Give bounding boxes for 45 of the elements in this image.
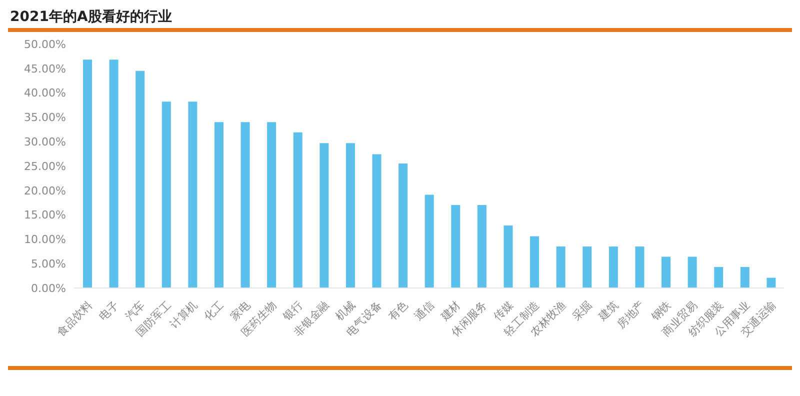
x-tick-label: 采掘 bbox=[570, 298, 595, 324]
bar bbox=[136, 70, 145, 288]
bar bbox=[635, 246, 644, 288]
bar bbox=[372, 154, 382, 288]
bar bbox=[398, 164, 408, 288]
y-tick-label: 30.00% bbox=[24, 136, 66, 149]
bar bbox=[530, 236, 540, 288]
x-tick-label: 通信 bbox=[412, 298, 437, 324]
y-tick-label: 45.00% bbox=[24, 62, 66, 76]
bar bbox=[188, 102, 198, 288]
bar bbox=[556, 246, 566, 288]
bar bbox=[688, 256, 697, 288]
x-tick-label: 化工 bbox=[202, 298, 226, 324]
y-tick-label: 0.00% bbox=[31, 282, 66, 295]
bar bbox=[477, 205, 486, 288]
bar bbox=[714, 267, 724, 288]
y-tick-label: 25.00% bbox=[24, 160, 66, 173]
x-tick-label: 食品饮料 bbox=[54, 298, 95, 339]
bar bbox=[83, 60, 92, 288]
x-tick-label: 电子 bbox=[96, 298, 122, 324]
bar bbox=[162, 102, 171, 288]
bar bbox=[214, 122, 224, 288]
y-tick-label: 5.00% bbox=[31, 258, 66, 271]
bar bbox=[608, 246, 618, 288]
x-tick-label: 有色 bbox=[386, 298, 410, 324]
y-tick-label: 10.00% bbox=[24, 233, 66, 246]
y-tick-label: 15.00% bbox=[24, 208, 66, 222]
y-tick-label: 50.00% bbox=[24, 38, 66, 51]
bar bbox=[109, 60, 118, 288]
bar bbox=[504, 226, 513, 288]
bar bbox=[766, 278, 776, 288]
bar bbox=[267, 122, 276, 288]
y-tick-label: 40.00% bbox=[24, 86, 66, 100]
bar bbox=[293, 132, 302, 288]
y-tick-label: 35.00% bbox=[24, 111, 66, 124]
bar bbox=[662, 256, 671, 288]
bar bbox=[582, 246, 592, 288]
y-tick-label: 20.00% bbox=[24, 184, 66, 198]
bar bbox=[424, 194, 434, 288]
bar bbox=[240, 122, 250, 288]
bar bbox=[346, 143, 355, 288]
bar bbox=[740, 267, 750, 288]
bar bbox=[320, 143, 329, 288]
bar bbox=[451, 205, 460, 288]
chart-title: 2021年的A股看好的行业 bbox=[9, 8, 173, 27]
